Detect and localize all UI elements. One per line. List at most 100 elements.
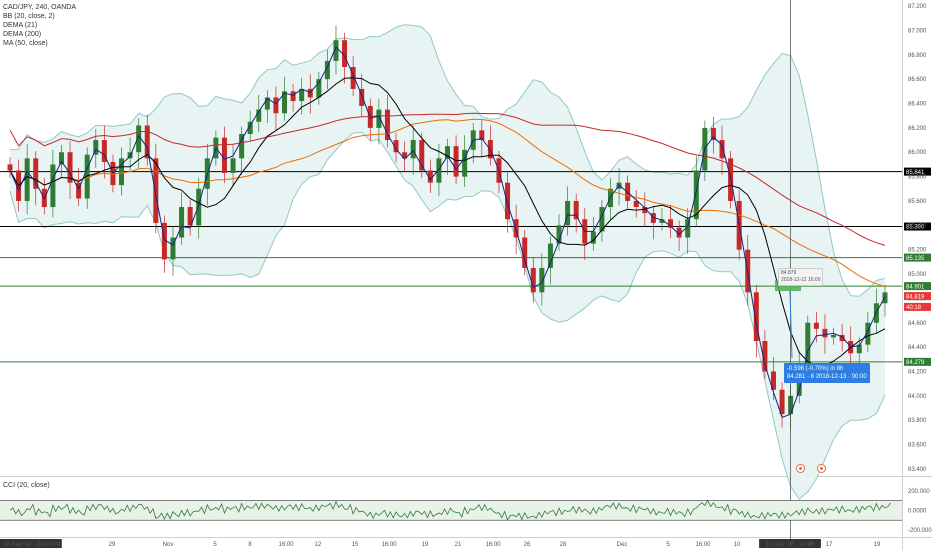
candle-body [187, 207, 193, 226]
candle-body [324, 60, 330, 80]
price-tick-label: 83.800 [908, 418, 927, 424]
candle-body [522, 237, 528, 268]
price-tick-label: 85.200 [908, 248, 927, 254]
candle-body [573, 200, 579, 220]
time-tick-label: 19 [874, 542, 881, 548]
candle-body [67, 152, 73, 183]
candle-body [539, 267, 545, 293]
price-tick-label: 85.400 [908, 223, 927, 229]
symbol-line[interactable]: CAD/JPY, 240, OANDA [3, 4, 77, 11]
candle-body [384, 109, 390, 141]
candle-body [642, 207, 648, 214]
dema21-line [9, 46, 886, 418]
candle-body [668, 219, 674, 228]
indicator-ma50[interactable]: MA (50, close) [3, 40, 48, 47]
event-marker-icon[interactable] [817, 464, 826, 473]
indicator-dema200[interactable]: DEMA (200) [3, 31, 42, 38]
time-tick-label: 5 [666, 542, 670, 548]
price-tick-label: 86.800 [908, 53, 927, 59]
candle-body [153, 158, 159, 223]
measure-change: -0.598 (-0.70%) in 8h [787, 366, 844, 372]
candle-body [839, 334, 845, 342]
time-tick-label: 16:00 [695, 542, 711, 548]
level-price-tag [904, 253, 931, 262]
time-tick-label: 8 [248, 542, 252, 548]
candle-body [685, 219, 691, 238]
tooltip-price: 84.879 [781, 270, 797, 276]
candle-body [565, 200, 571, 226]
level-price-tag [904, 357, 931, 366]
price-tick-label: 86.200 [908, 126, 927, 132]
time-axis-highlight [759, 539, 821, 548]
level-price-label: 85.841 [906, 170, 925, 176]
time-tick-label: 29 [109, 542, 116, 548]
time-tick-label: 12 Dec '18 · 20:00 [766, 542, 816, 548]
price-tick-label: 85.000 [908, 272, 927, 278]
candle-body [419, 140, 425, 171]
time-tick-label: 5 [213, 542, 217, 548]
candle-body [822, 328, 828, 338]
candle-body [590, 231, 596, 244]
candle-body [144, 125, 150, 159]
price-tick-label: 87.000 [908, 28, 927, 34]
cci-line [9, 499, 892, 521]
bollinger-upper-line [9, 24, 886, 297]
indicator-dema21[interactable]: DEMA (21) [3, 22, 38, 29]
cci-title[interactable]: CCI (20, close) [3, 482, 50, 489]
price-tick-label: 86.600 [908, 77, 927, 83]
time-tick-label: 10 [734, 542, 741, 548]
candle-body [436, 158, 442, 183]
candle-body [427, 170, 433, 183]
level-price-label: 84.901 [906, 284, 925, 290]
time-tick-label: 15 [352, 542, 359, 548]
time-tick-label: 21 [455, 542, 462, 548]
candle-body [719, 140, 725, 159]
candle-body [376, 109, 382, 128]
candle-body [7, 164, 13, 171]
candle-body [196, 188, 202, 226]
ma50-line [9, 118, 886, 288]
candle-body [865, 322, 871, 345]
dema200-line [9, 112, 886, 246]
tooltip-date: 2018-12-12 16:00 [781, 277, 821, 283]
candle-body [290, 91, 296, 102]
candle-body [445, 146, 450, 159]
bollinger-band-fill [10, 24, 885, 500]
candle-body [530, 267, 536, 293]
time-tick-label: 19 [422, 542, 429, 548]
candle-body [24, 158, 30, 201]
time-tick-label: 24 [54, 542, 61, 548]
candle-body [599, 207, 605, 232]
candle-body [479, 130, 485, 141]
candle-body [505, 182, 511, 220]
candle-body [779, 389, 785, 415]
level-price-tag [904, 167, 931, 176]
event-marker-icon[interactable] [796, 464, 805, 473]
time-tick-label: 28 [560, 542, 567, 548]
current-price-tag [904, 292, 931, 301]
price-tick-label: 84.000 [908, 394, 927, 400]
candle-body [93, 140, 99, 155]
price-tick-label: 85.800 [908, 175, 927, 181]
candle-body [359, 88, 365, 106]
candle-body [316, 79, 322, 98]
price-tick-label: 86.400 [908, 102, 927, 108]
current-price-label: 84.819 [906, 294, 925, 300]
measure-detail: 84.281 · 8 2018-12-13 · 00:00 [787, 374, 867, 380]
current-price-tag [904, 302, 931, 311]
candle-body [856, 344, 862, 354]
level-price-label: 85.390 [906, 225, 925, 231]
candle-body [50, 164, 56, 208]
candle-body [762, 341, 768, 372]
price-tick-label: 83.400 [908, 467, 927, 473]
candle-body [256, 109, 262, 122]
candle-body [333, 40, 339, 61]
price-tick-label: 84.400 [908, 345, 927, 351]
candle-body [693, 170, 699, 220]
indicator-bb[interactable]: BB (20, close, 2) [3, 13, 55, 20]
cci-band-fill [0, 500, 902, 521]
candle-body [299, 88, 305, 102]
time-tick-label: 16 [808, 542, 815, 548]
